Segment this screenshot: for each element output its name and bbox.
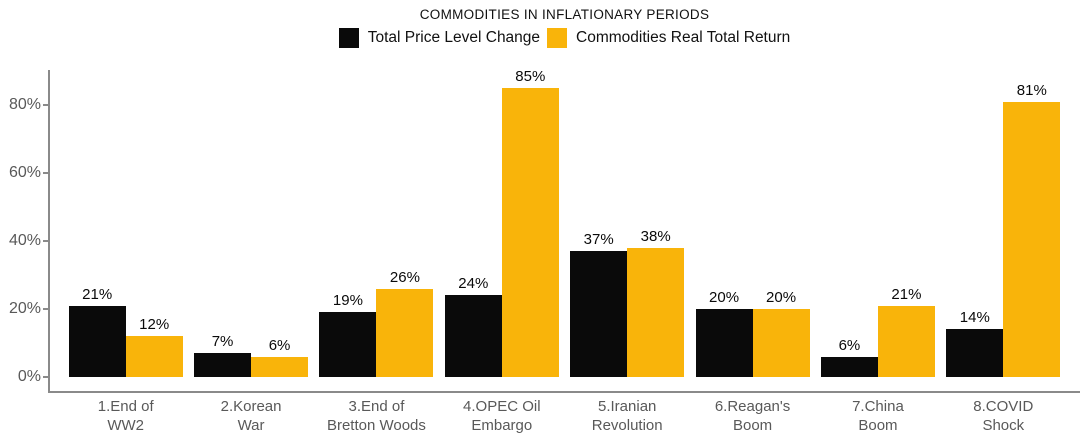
bar: 21% — [68, 286, 126, 377]
bar: 20% — [695, 289, 753, 377]
bar: 24% — [444, 275, 502, 377]
x-category-label: 3.End of Bretton Woods — [326, 398, 426, 434]
y-tick-label: 60% — [8, 164, 41, 181]
bar-value-label: 6% — [268, 336, 291, 354]
bar-value-label: 6% — [838, 336, 861, 354]
bar-value-label: 85% — [515, 68, 546, 85]
x-category-label: 1.End of WW2 — [97, 398, 154, 434]
y-tick-mark — [43, 172, 49, 174]
bar: 85% — [501, 68, 559, 377]
bar: 38% — [627, 228, 685, 377]
y-axis-line — [48, 70, 50, 392]
bar-value-label: 14% — [959, 309, 990, 327]
bar-group: 6% 21% — [815, 286, 940, 377]
legend-item-commodities-real-total-return: Commodities Real Total Return — [547, 28, 790, 48]
x-category-label: 5.Iranian Revolution — [591, 398, 663, 434]
bar: 21% — [877, 286, 935, 377]
bar-value-label: 24% — [458, 275, 489, 293]
bar-value-label: 7% — [211, 333, 234, 351]
bar-value-label: 20% — [766, 289, 797, 306]
bars-row: 21% 12% 7% 6% 19% 26% 24% 85% 37% 38% 20% 20% 6% 21% 1… — [49, 68, 1080, 377]
y-tick-mark — [43, 104, 49, 106]
bar-value-label: 81% — [1016, 81, 1047, 99]
bar: 12% — [125, 316, 183, 377]
bar-group: 19% 26% — [314, 269, 439, 377]
bar-group: 24% 85% — [439, 68, 564, 377]
bar-value-label: 20% — [709, 289, 740, 306]
bar-group: 21% 12% — [63, 286, 188, 377]
bar: 20% — [752, 289, 810, 377]
bar-group: 14% 81% — [941, 82, 1066, 377]
bar: 37% — [570, 231, 628, 377]
x-category-label: 7.China Boom — [852, 398, 904, 434]
x-axis-labels: 1.End of WW2 2.Korean War 3.End of Bretton… — [49, 397, 1080, 435]
y-tick-mark — [43, 240, 49, 242]
legend-label: Commodities Real Total Return — [576, 29, 791, 46]
bar: 26% — [376, 269, 434, 377]
y-tick-label: 0% — [17, 368, 41, 385]
bar-value-label: 26% — [389, 268, 420, 286]
y-tick-mark — [43, 376, 49, 378]
bar: 81% — [1003, 82, 1061, 377]
bar: 14% — [946, 309, 1004, 377]
legend-item-total-price-level-change: Total Price Level Change — [338, 28, 541, 48]
y-tick-label: 80% — [8, 96, 41, 113]
bar: 7% — [194, 333, 252, 377]
x-category-label: 2.Korean War — [220, 398, 282, 434]
bar: 6% — [820, 337, 878, 377]
bar-value-label: 37% — [583, 231, 614, 249]
chart-title: COMMODITIES IN INFLATIONARY PERIODS — [419, 7, 710, 22]
bar-value-label: 12% — [139, 316, 170, 334]
bar-value-label: 19% — [332, 292, 363, 310]
bar-group: 37% 38% — [565, 228, 690, 377]
black-swatch-icon — [338, 28, 359, 48]
x-category-label: 6.Reagan's Boom — [714, 398, 791, 434]
y-tick-mark — [43, 308, 49, 310]
bar-value-label: 38% — [640, 227, 671, 245]
bar: 19% — [319, 292, 377, 377]
chart-legend: Total Price Level Change Commodities Rea… — [49, 28, 1080, 48]
bar-value-label: 21% — [82, 285, 113, 303]
legend-label: Total Price Level Change — [367, 29, 541, 46]
gold-swatch-icon — [547, 28, 568, 48]
x-category-label: 8.COVID Shock — [973, 398, 1034, 434]
x-category-label: 4.OPEC Oil Embargo — [463, 398, 541, 434]
bar-group: 20% 20% — [690, 289, 815, 377]
y-tick-label: 40% — [8, 232, 41, 249]
bar-group: 7% 6% — [188, 333, 313, 377]
x-axis-line — [48, 391, 1080, 393]
bar: 6% — [251, 337, 309, 377]
y-tick-label: 20% — [8, 300, 41, 317]
bar-value-label: 21% — [891, 285, 922, 303]
